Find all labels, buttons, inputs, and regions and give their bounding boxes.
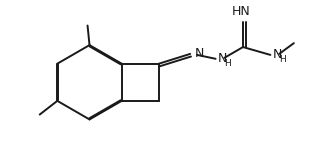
Text: N: N (218, 52, 227, 65)
Text: HN: HN (232, 5, 250, 18)
Text: H: H (225, 59, 231, 68)
Text: N: N (195, 47, 204, 60)
Text: H: H (279, 55, 286, 64)
Text: N: N (272, 48, 282, 61)
